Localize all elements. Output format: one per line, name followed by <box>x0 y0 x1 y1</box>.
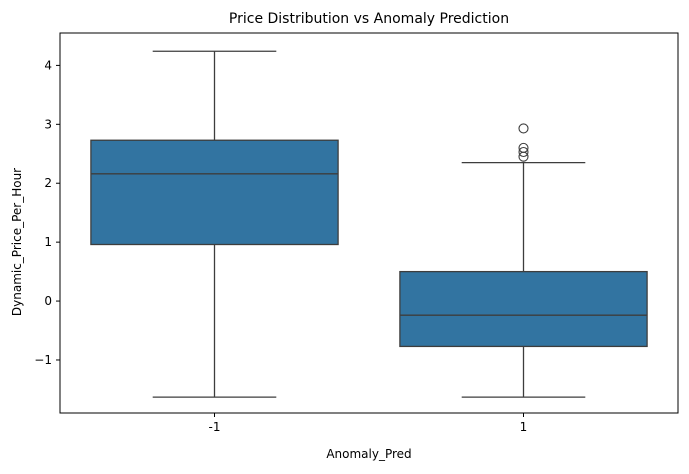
y-tick-label: −1 <box>34 353 52 367</box>
x-tick-label: 1 <box>520 420 528 434</box>
box-iqr <box>399 270 648 348</box>
x-tick-label: -1 <box>209 420 221 434</box>
outlier-point <box>518 123 529 134</box>
x-axis-label: Anomaly_Pred <box>326 447 411 461</box>
y-axis-label: Dynamic_Price_Per_Hour <box>10 168 24 316</box>
y-tick-label: 4 <box>44 58 52 72</box>
y-tick-label: 1 <box>44 235 52 249</box>
outlier-point <box>518 146 529 158</box>
y-tick-label: 2 <box>44 176 52 190</box>
plot-area: −1 0 1 2 3 4 -1 1 <box>34 32 679 434</box>
y-tick-label: 3 <box>44 117 52 131</box>
y-tick-label: 0 <box>44 294 52 308</box>
outlier-point <box>518 151 529 162</box>
chart-title: Price Distribution vs Anomaly Prediction <box>229 11 509 27</box>
box-iqr <box>90 139 339 246</box>
plot-frame <box>59 32 679 414</box>
